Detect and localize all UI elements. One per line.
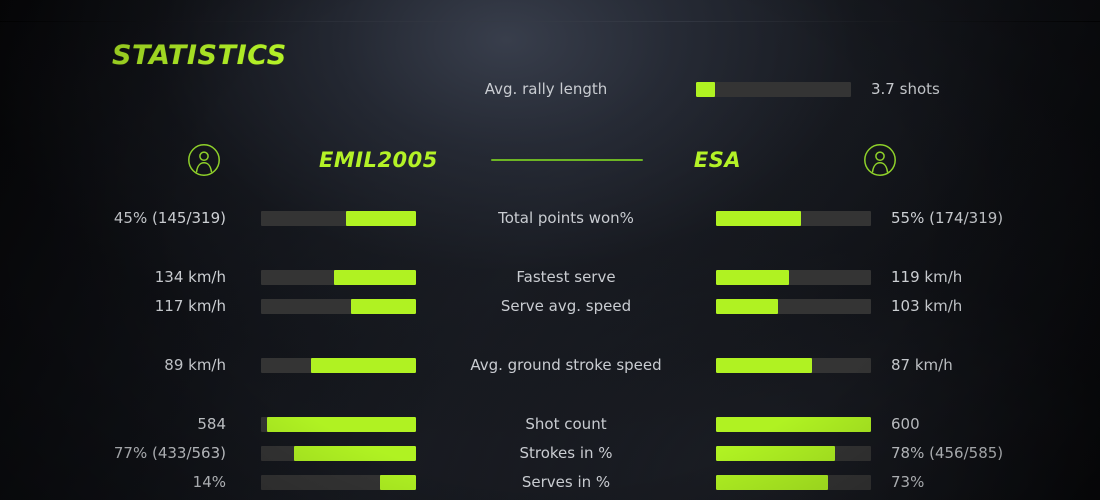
stat-value-left: 14% — [192, 473, 226, 491]
stat-row: 117 km/h Serve avg. speed 103 km/h — [0, 295, 1100, 317]
stat-value-left: 584 — [197, 415, 226, 433]
stat-value-right: 103 km/h — [891, 297, 963, 315]
stat-bar-right — [716, 474, 871, 490]
stat-bar-right-fill — [716, 298, 778, 314]
stat-bar-right — [716, 357, 871, 373]
stat-bar-right — [716, 445, 871, 461]
stat-value-right: 73% — [891, 473, 925, 491]
stat-value-left: 89 km/h — [164, 356, 226, 374]
stat-label: Total points won% — [498, 209, 634, 227]
stat-bar-right — [716, 298, 871, 314]
stat-value-right: 78% (456/585) — [891, 444, 1004, 462]
stat-value-right: 87 km/h — [891, 356, 953, 374]
stat-value-right: 55% (174/319) — [891, 209, 1004, 227]
stat-row: 14% Serves in % 73% — [0, 471, 1100, 493]
stat-bar-left — [261, 210, 416, 226]
stat-bar-right — [716, 269, 871, 285]
player-name-right: ESA — [693, 148, 742, 172]
stat-label: Strokes in % — [519, 444, 613, 462]
stat-bar-left-fill — [333, 269, 416, 285]
stat-bar-right-fill — [716, 416, 871, 432]
avg-rally-length-bar-fill — [696, 81, 715, 97]
stat-bar-right-fill — [716, 445, 836, 461]
stat-value-left: 77% (433/563) — [113, 444, 226, 462]
stat-bar-left — [261, 474, 416, 490]
stat-bar-left — [261, 269, 416, 285]
stat-label: Serve avg. speed — [500, 297, 632, 315]
stat-bar-right-fill — [716, 474, 828, 490]
players-header: EMIL2005 ESA — [0, 140, 1100, 180]
stat-label: Shot count — [525, 415, 607, 433]
stat-bar-left — [261, 357, 416, 373]
player-name-left: EMIL2005 — [319, 148, 438, 172]
stat-bar-left-fill — [293, 445, 416, 461]
avg-rally-length-label: Avg. rally length — [484, 80, 608, 98]
page-title: STATISTICS — [112, 40, 287, 71]
stat-value-left: 45% (145/319) — [113, 209, 226, 227]
stat-value-right: 119 km/h — [891, 268, 963, 286]
stat-bar-right-fill — [716, 210, 802, 226]
stat-row: 134 km/h Fastest serve 119 km/h — [0, 266, 1100, 288]
avg-rally-length-bar — [696, 81, 851, 97]
stat-bar-left-fill — [267, 416, 416, 432]
header-divider-line — [490, 159, 643, 161]
stat-bar-right — [716, 416, 871, 432]
stat-row: 45% (145/319) Total points won% 55% (174/3… — [0, 207, 1100, 229]
stat-bar-left-fill — [350, 298, 416, 314]
stat-bar-left — [261, 445, 416, 461]
user-circle-icon-left — [187, 143, 221, 177]
stat-label: Avg. ground stroke speed — [470, 356, 662, 374]
stat-value-right: 600 — [891, 415, 920, 433]
stat-bar-right-fill — [716, 357, 813, 373]
stat-row-avg-rally-length: Avg. rally length 3.7 shots — [0, 78, 1100, 100]
stat-label: Serves in % — [521, 473, 611, 491]
stat-bar-left-fill — [380, 474, 416, 490]
stat-bar-right-fill — [716, 269, 789, 285]
stat-value-left: 117 km/h — [154, 297, 226, 315]
stat-bar-left-fill — [310, 357, 416, 373]
user-circle-icon-right — [863, 143, 897, 177]
top-divider — [0, 21, 1100, 22]
stat-row: 89 km/h Avg. ground stroke speed 87 km/h — [0, 354, 1100, 376]
stat-label: Fastest serve — [516, 268, 616, 286]
stat-bar-left — [261, 298, 416, 314]
stat-value-left: 134 km/h — [154, 268, 226, 286]
avg-rally-length-value: 3.7 shots — [871, 80, 940, 98]
stat-row: 77% (433/563) Strokes in % 78% (456/585) — [0, 442, 1100, 464]
stat-bar-right — [716, 210, 871, 226]
stat-row: 584 Shot count 600 — [0, 413, 1100, 435]
stat-bar-left — [261, 416, 416, 432]
stat-bar-left-fill — [346, 210, 416, 226]
